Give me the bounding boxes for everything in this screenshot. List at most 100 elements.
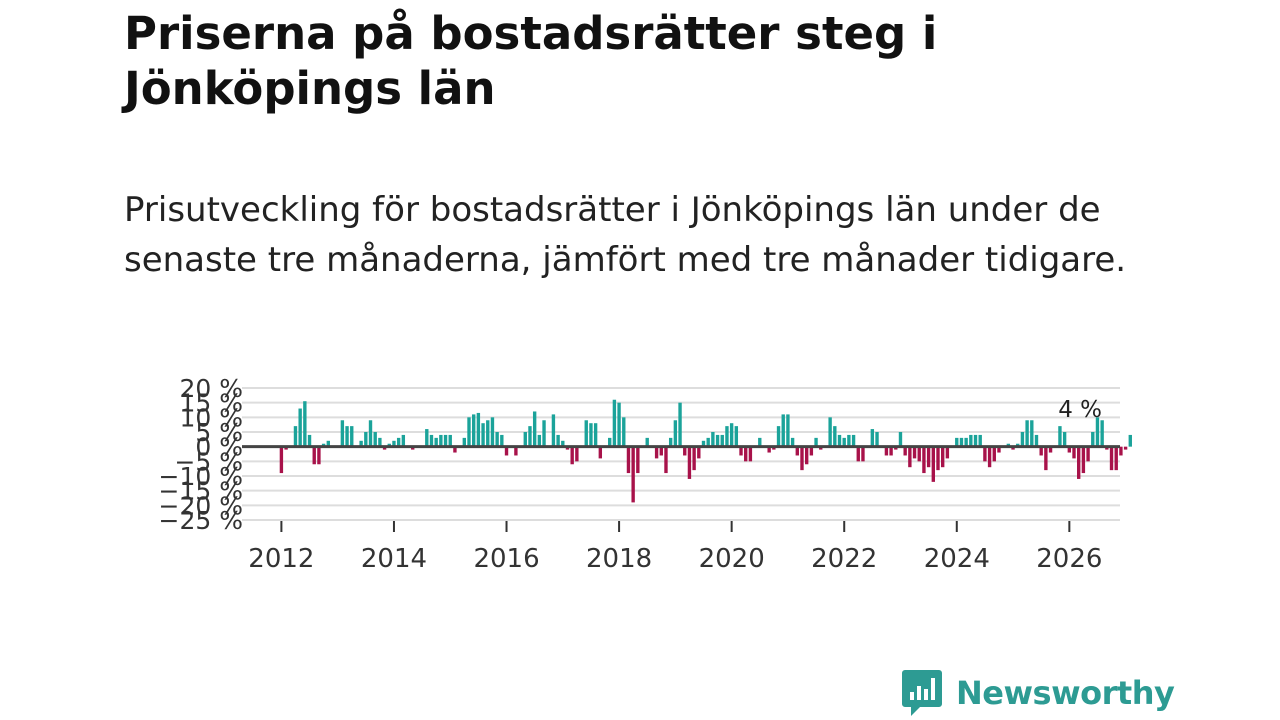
bar	[861, 446, 865, 462]
bar	[364, 432, 368, 447]
bar	[964, 437, 968, 447]
bar	[476, 412, 481, 447]
bar	[945, 446, 950, 459]
y-tick-label: 10 %	[179, 403, 243, 432]
bar	[612, 399, 617, 447]
bar	[851, 434, 856, 447]
bar	[312, 446, 316, 465]
x-tick-label: 2024	[924, 544, 990, 574]
bar	[833, 426, 837, 447]
bar	[340, 420, 345, 447]
bar	[884, 446, 889, 456]
bar	[462, 437, 466, 447]
bar	[350, 426, 354, 447]
bar	[439, 434, 443, 447]
bar	[725, 426, 729, 447]
bar	[1067, 446, 1072, 453]
bar	[1072, 446, 1076, 459]
bar	[495, 432, 499, 447]
bar	[978, 434, 982, 447]
bar	[631, 446, 635, 503]
bar	[856, 446, 860, 462]
bar	[739, 446, 743, 456]
x-tick-label: 2012	[248, 544, 314, 574]
bar	[303, 401, 307, 447]
bar	[575, 446, 579, 462]
bar	[504, 446, 509, 456]
bar	[1081, 446, 1086, 474]
bar	[1062, 432, 1067, 447]
bar	[598, 446, 603, 459]
bar	[500, 434, 504, 447]
bar	[898, 432, 903, 447]
bar	[711, 432, 715, 447]
grid-lines	[242, 387, 1120, 521]
bar	[828, 417, 832, 447]
y-tick-label: 15 %	[179, 389, 243, 418]
bar	[969, 434, 973, 447]
bar	[561, 440, 565, 447]
bar	[997, 446, 1001, 453]
bar	[617, 402, 621, 447]
bar	[804, 446, 809, 465]
bar	[701, 440, 706, 447]
bar	[664, 446, 668, 474]
chart-subtitle: Prisutveckling för bostadsrätter i Jönkö…	[124, 190, 1127, 280]
y-tick-label: 0 %	[195, 433, 243, 462]
y-tick-label: 5 %	[195, 418, 243, 447]
bar	[523, 432, 527, 447]
bar	[922, 446, 926, 474]
bar	[279, 446, 284, 474]
bar	[1114, 446, 1118, 471]
bar	[1039, 446, 1043, 456]
bar	[790, 437, 795, 447]
bar	[317, 446, 321, 465]
bar	[570, 446, 574, 465]
bar	[1123, 446, 1128, 450]
bar	[936, 446, 940, 471]
bar	[729, 423, 734, 447]
bar	[608, 437, 612, 447]
bar	[687, 446, 692, 479]
bar	[434, 437, 438, 447]
bar	[537, 434, 542, 447]
bars	[279, 399, 1132, 503]
bar	[626, 446, 631, 474]
bar	[983, 446, 987, 462]
bar	[1086, 446, 1090, 462]
bar	[622, 417, 626, 447]
bar	[1128, 434, 1132, 447]
bar	[532, 411, 537, 447]
bar	[1025, 420, 1029, 447]
bar	[941, 446, 945, 468]
bar	[668, 437, 673, 447]
bar	[697, 446, 701, 459]
bar	[673, 420, 678, 447]
bar	[992, 446, 996, 462]
bar	[486, 420, 490, 447]
latest-value-annotation: 4 %	[1058, 397, 1102, 423]
bar	[359, 440, 363, 447]
bar	[1034, 434, 1039, 447]
x-axis: 2012 2014 2016 2018 2020 2022 2024 2026	[248, 521, 1102, 574]
bar	[373, 432, 377, 447]
bar	[425, 429, 429, 447]
chart-title: Priserna på bostadsrätter steg i Jönköpi…	[124, 7, 938, 115]
y-tick-label: −20 %	[159, 491, 243, 520]
bar	[593, 423, 598, 447]
y-tick-label: −25 %	[159, 506, 243, 535]
x-tick-label: 2020	[699, 544, 765, 574]
bar	[490, 417, 495, 447]
bar	[429, 434, 434, 447]
newsworthy-logo-icon	[902, 670, 942, 716]
x-tick-label: 2026	[1036, 544, 1102, 574]
bar	[1077, 446, 1081, 479]
bar	[758, 437, 762, 447]
bar	[401, 434, 406, 447]
bar	[659, 446, 663, 456]
bar	[955, 437, 959, 447]
bar	[1095, 417, 1100, 447]
bar	[448, 434, 452, 447]
bar	[1058, 426, 1062, 447]
bar	[889, 446, 893, 456]
